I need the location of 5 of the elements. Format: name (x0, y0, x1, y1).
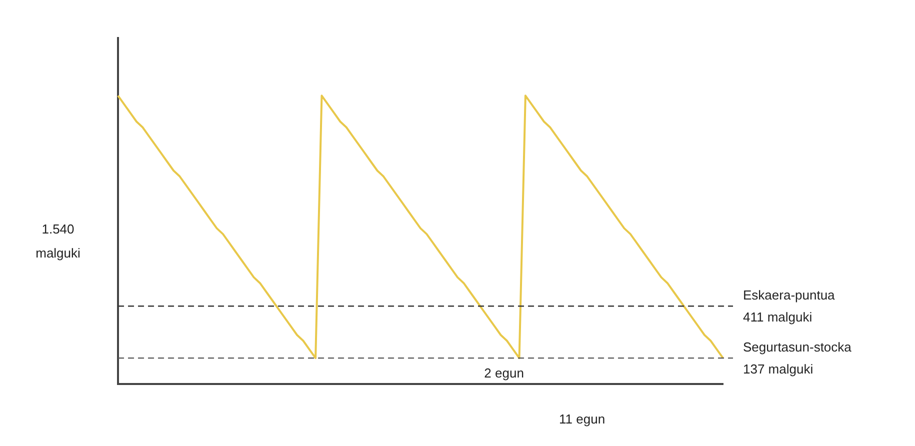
ref-line-label: Eskaera-puntua 411 malguki (743, 288, 836, 325)
ref-line-label: Segurtasun-stocka 137 malguki (743, 340, 852, 377)
text: 1.540 malguki (36, 221, 81, 260)
annotation: 2 egun (484, 366, 524, 381)
text: 11 egun (559, 412, 606, 427)
